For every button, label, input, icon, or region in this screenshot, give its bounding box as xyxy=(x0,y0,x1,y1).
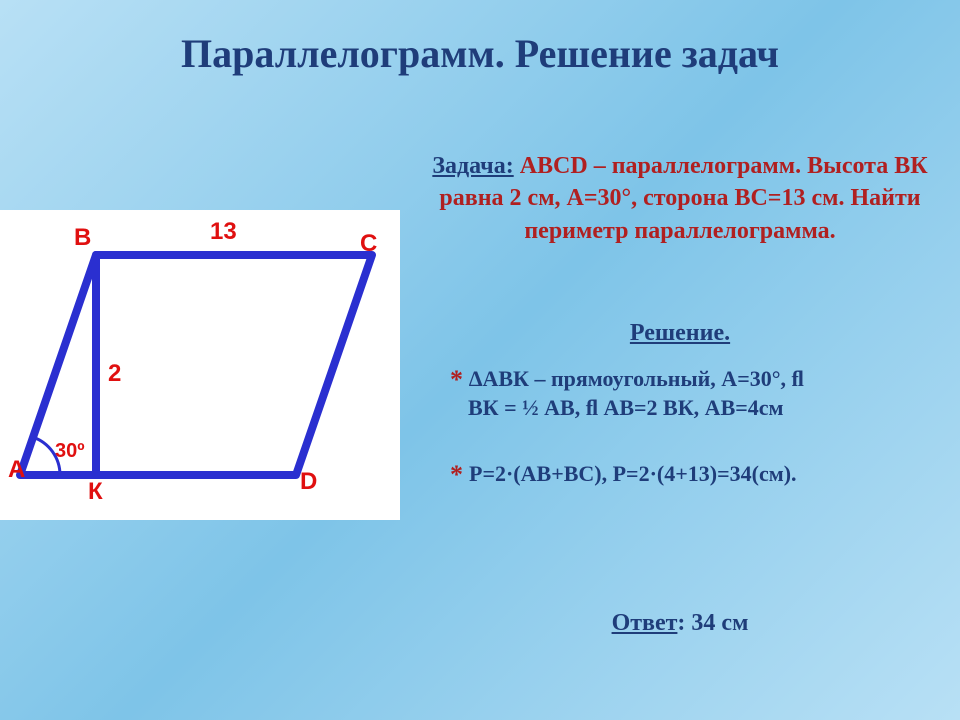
answer-value: : 34 см xyxy=(677,610,748,636)
bullet-icon: * xyxy=(450,460,463,489)
bullet-icon: * xyxy=(450,365,463,394)
height-bk-value: 2 xyxy=(108,360,121,388)
problem-statement: Задача: ABCD – параллелограмм. Высота ВК… xyxy=(430,150,930,247)
solution-step-2: *Р=2·(АВ+ВС), Р=2·(4+13)=34(см). xyxy=(450,460,950,490)
slide: Параллелограмм. Решение задач А В С D К … xyxy=(0,0,960,720)
vertex-a-label: А xyxy=(8,456,25,484)
side-bc-value: 13 xyxy=(210,218,237,246)
solution-step-1: *∆АВК – прямоугольный, А=30°, ﬂ ВК = ½ А… xyxy=(450,365,950,421)
problem-lead: Задача: xyxy=(432,153,513,179)
point-k-label: К xyxy=(88,478,103,506)
answer-line: Ответ: 34 см xyxy=(430,610,930,637)
step1-line1: ∆АВК – прямоугольный, А=30°, ﬂ xyxy=(469,366,804,391)
angle-a-value: 30º xyxy=(55,440,85,463)
page-title: Параллелограмм. Решение задач xyxy=(0,30,960,77)
vertex-d-label: D xyxy=(300,468,317,496)
parallelogram-diagram: А В С D К 13 2 30º xyxy=(0,210,400,520)
diagram-svg xyxy=(0,210,400,520)
solution-header: Решение. xyxy=(430,320,930,347)
vertex-b-label: В xyxy=(74,224,91,252)
answer-label: Ответ xyxy=(612,610,678,636)
step1-line2: ВК = ½ АВ, ﬂ АВ=2 ВК, АВ=4см xyxy=(468,395,784,420)
step2-text: Р=2·(АВ+ВС), Р=2·(4+13)=34(см). xyxy=(469,461,797,486)
vertex-c-label: С xyxy=(360,230,377,258)
